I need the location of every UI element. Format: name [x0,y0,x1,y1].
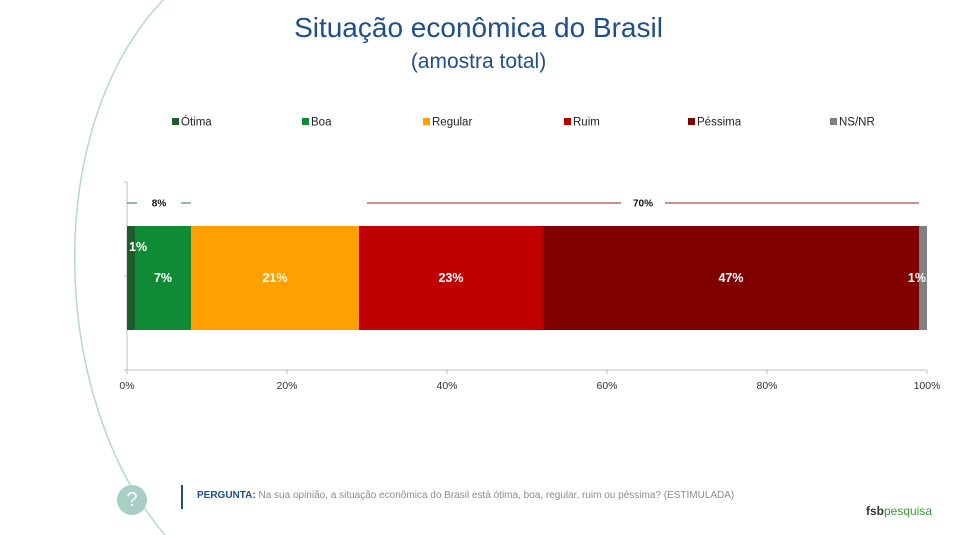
data-label-1: 7% [154,271,172,285]
legend-label-3: Ruim [573,117,600,129]
x-tick-label-3: 60% [596,380,617,392]
brand-logo-part2: pesquisa [884,504,933,518]
legend-label-4: Péssima [697,117,742,129]
data-label-5: 1% [908,271,926,285]
x-tick-label-0: 0% [119,380,134,392]
group-label-1: 70% [633,199,653,210]
bar-segment-0 [127,226,135,330]
legend-swatch-1 [302,118,309,125]
chart-title: Situação econômica do Brasil [294,12,663,43]
legend-swatch-2 [423,118,430,125]
chart-subtitle: (amostra total) [410,50,547,73]
legend-label-0: Ótima [181,116,212,129]
bar-segment-1 [135,226,191,330]
legend-swatch-4 [688,118,695,125]
brand-logo-part1: fsb [866,504,884,518]
question-text-block: PERGUNTA: Na sua opinião, a situação eco… [197,490,734,501]
bar-segment-2 [191,226,359,330]
legend-swatch-0 [172,118,179,125]
data-label-4: 47% [718,271,743,285]
legend-label-2: Regular [432,117,472,129]
legend-label-5: NS/NR [839,117,875,129]
bar-segment-3 [359,226,543,330]
x-tick-label-4: 80% [756,380,777,392]
question-text: Na sua opinião, a situação econômica do … [258,490,735,501]
bar-segment-5 [919,226,927,330]
x-tick-label-5: 100% [914,380,941,392]
help-icon: ? [117,485,147,515]
brand-logo: fsbpesquisa [866,504,932,518]
bar-segment-4 [543,226,919,330]
data-label-3: 23% [438,271,463,285]
stacked-bar-chart: Ótima Boa Regular Ruim Péssima NS/NR 0% 20% 40% 6… [119,116,941,393]
legend-swatch-3 [564,118,571,125]
group-label-0: 8% [152,199,167,210]
question-label: PERGUNTA: [197,490,256,501]
data-label-0: 1% [129,240,147,254]
x-tick-label-2: 40% [436,380,457,392]
footer-divider [181,485,183,509]
legend-label-1: Boa [311,117,332,129]
x-tick-label-1: 20% [276,380,297,392]
data-label-2: 21% [262,271,287,285]
legend-swatch-5 [830,118,837,125]
